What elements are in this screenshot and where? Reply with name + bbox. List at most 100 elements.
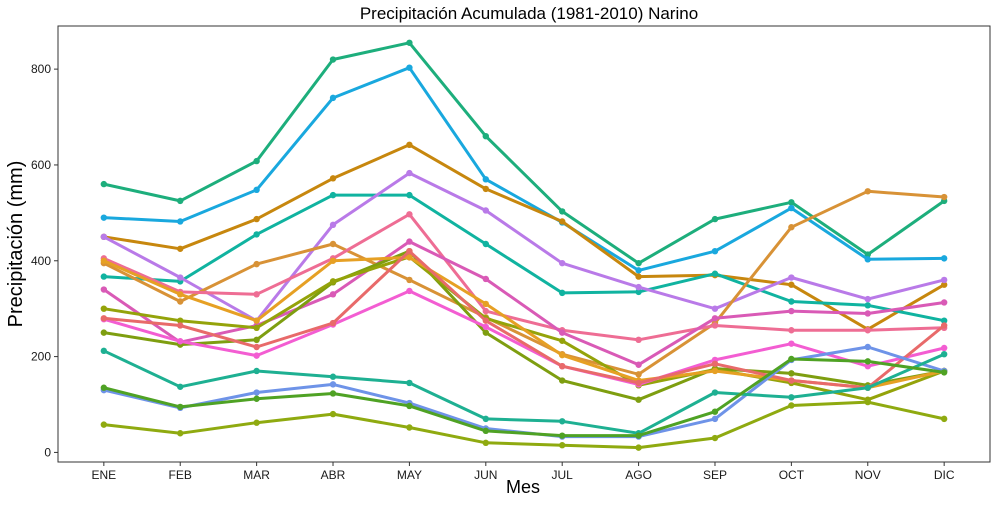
data-point xyxy=(558,442,566,449)
x-tick-label: SEP xyxy=(703,468,727,482)
data-point xyxy=(940,299,948,306)
data-point xyxy=(788,204,795,212)
series-4 xyxy=(100,191,948,324)
data-point xyxy=(406,424,413,431)
data-point xyxy=(406,191,413,199)
data-point xyxy=(177,274,184,281)
data-point xyxy=(788,377,795,384)
data-point xyxy=(558,289,566,297)
data-point xyxy=(864,302,871,309)
data-point xyxy=(329,410,337,418)
data-point xyxy=(406,64,413,71)
data-point xyxy=(711,322,719,329)
data-point xyxy=(482,307,490,315)
data-point xyxy=(406,254,413,261)
data-point xyxy=(482,317,490,324)
data-point xyxy=(329,56,337,63)
data-point xyxy=(329,373,337,380)
data-point xyxy=(253,291,260,298)
data-point xyxy=(864,295,871,303)
data-point xyxy=(864,251,871,258)
data-point xyxy=(253,231,260,238)
data-point xyxy=(177,322,184,329)
data-point xyxy=(711,434,719,442)
series-line xyxy=(102,66,946,272)
series-line xyxy=(102,249,946,402)
data-point xyxy=(558,377,566,384)
data-point xyxy=(558,208,566,215)
data-point xyxy=(788,327,795,334)
x-tick-label: ABR xyxy=(321,468,346,482)
data-point xyxy=(482,300,490,308)
data-point xyxy=(482,415,490,423)
data-point xyxy=(177,317,184,324)
data-point xyxy=(406,39,413,46)
data-point xyxy=(635,259,642,267)
data-point xyxy=(711,367,719,375)
data-point xyxy=(711,360,719,367)
data-point xyxy=(558,337,566,344)
data-point xyxy=(253,367,260,375)
x-axis: ENE FEB MAR ABR MAY JUN JUL AGO SEP OCT NOV DIC xyxy=(91,462,955,482)
series-line xyxy=(102,193,946,323)
data-point xyxy=(864,362,871,370)
chart-title: Precipitación Acumulada (1981-2010) Nari… xyxy=(360,4,698,23)
data-point xyxy=(253,157,260,165)
data-point xyxy=(253,352,260,359)
data-point xyxy=(253,419,260,426)
data-point xyxy=(406,247,413,255)
data-point xyxy=(940,276,948,284)
series-line xyxy=(102,171,946,323)
data-point xyxy=(558,362,566,370)
data-point xyxy=(558,259,566,267)
data-point xyxy=(100,305,108,312)
data-point xyxy=(253,324,260,332)
data-point xyxy=(711,305,719,312)
data-point xyxy=(482,323,490,331)
data-point xyxy=(940,344,948,352)
data-point xyxy=(100,214,108,221)
data-point xyxy=(177,383,184,390)
data-point xyxy=(788,370,795,377)
x-tick-label: AGO xyxy=(625,468,652,482)
data-point xyxy=(329,240,337,248)
data-point xyxy=(177,430,184,437)
data-point xyxy=(177,403,184,411)
y-tick-label: 800 xyxy=(31,62,51,76)
data-point xyxy=(864,256,871,263)
data-point xyxy=(253,395,260,402)
data-point xyxy=(788,307,795,315)
data-point xyxy=(482,207,490,214)
data-point xyxy=(406,211,413,218)
data-point xyxy=(635,267,642,274)
data-point xyxy=(635,371,642,378)
data-point xyxy=(711,270,719,277)
data-point xyxy=(940,369,948,376)
series-17 xyxy=(100,398,948,451)
x-tick-label: NOV xyxy=(855,468,881,482)
series-line xyxy=(102,212,946,342)
data-point xyxy=(100,347,108,355)
data-point xyxy=(406,276,413,284)
data-point xyxy=(406,141,413,149)
x-tick-label: ENE xyxy=(91,468,116,482)
data-point xyxy=(406,238,413,245)
data-point xyxy=(788,394,795,401)
data-point xyxy=(177,338,184,345)
data-point xyxy=(482,275,490,283)
data-point xyxy=(329,257,337,264)
data-point xyxy=(635,283,642,291)
data-point xyxy=(864,398,871,406)
series-5 xyxy=(100,169,948,324)
data-point xyxy=(635,288,642,296)
data-point xyxy=(940,255,948,262)
data-point xyxy=(864,384,871,391)
data-point xyxy=(482,132,490,140)
x-tick-label: MAR xyxy=(243,468,270,482)
x-tick-label: OCT xyxy=(779,468,805,482)
data-point xyxy=(329,221,337,229)
data-point xyxy=(177,245,184,252)
x-tick-label: FEB xyxy=(169,468,192,482)
y-tick-label: 0 xyxy=(44,445,51,459)
data-point xyxy=(177,298,184,305)
